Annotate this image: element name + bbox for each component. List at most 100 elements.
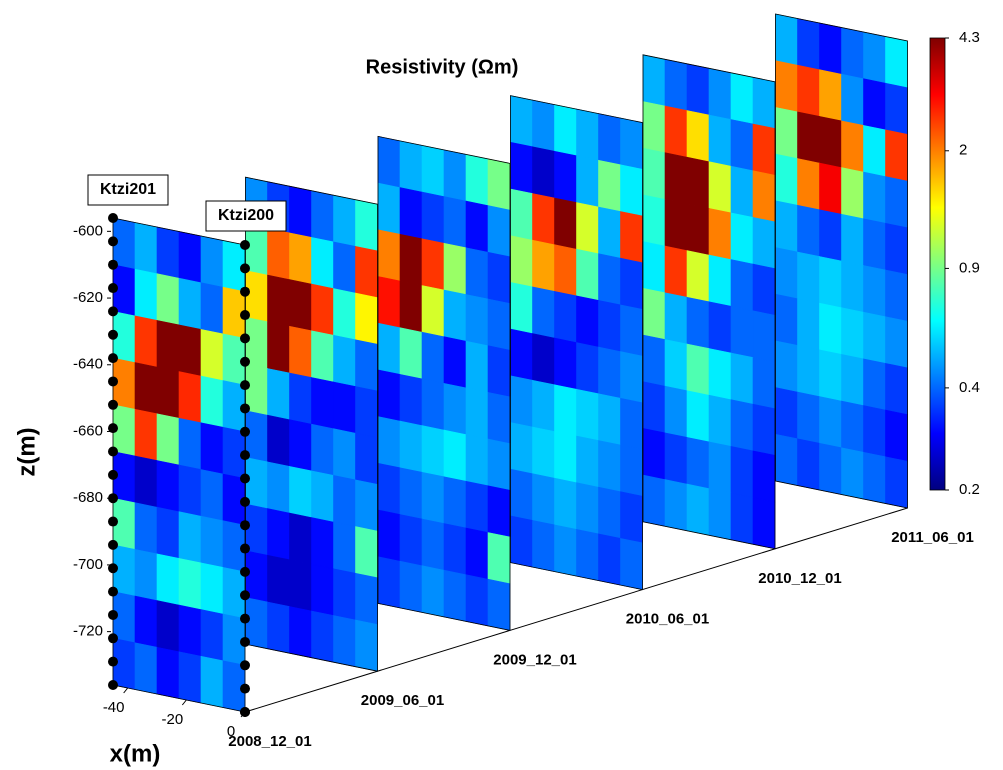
heatmap-cell [178,277,202,330]
heatmap-cell [156,273,180,326]
electrode [240,613,250,624]
heatmap-cell [863,125,886,177]
heatmap-cell [554,524,577,577]
heatmap-cell [333,615,356,668]
heatmap-cell [576,482,599,535]
heatmap-cell [620,257,643,310]
heatmap-cell [797,345,820,397]
heatmap-cell [421,518,445,571]
heatmap-cell [200,235,224,288]
z-tick-label: -620 [73,289,103,306]
heatmap-cell [355,479,378,532]
heatmap-cell [510,515,533,568]
heatmap-cell [885,363,908,415]
electrode [240,310,250,321]
heatmap-cell [178,231,202,284]
heatmap-cell [885,456,908,509]
heatmap-cell [686,250,710,303]
heatmap-cell [708,254,732,307]
heatmap-cell [333,288,356,341]
colorbar [929,37,946,491]
heatmap-cell [863,218,886,271]
heatmap-cell [421,425,445,478]
heatmap-cell [797,251,820,304]
z-tick-label: -660 [73,422,103,439]
heatmap-cell [752,310,776,363]
heatmap-cell [576,248,599,301]
heatmap-cell [421,285,445,338]
z-tick-label: -680 [73,489,103,506]
heatmap-cell [200,422,224,475]
heatmap-cell [156,366,180,419]
heatmap-cell [443,196,467,249]
heatmap-cell [333,428,356,481]
heatmap-cell [598,253,621,306]
heatmap-cell [686,203,710,256]
heatmap-cell [510,328,533,381]
electrode [108,329,118,340]
heatmap-cell [399,233,423,286]
heatmap-cell [156,600,180,653]
heatmap-cell [885,82,908,135]
heatmap-cell [465,574,489,627]
heatmap-cell [134,268,158,321]
slice-border [245,176,378,672]
heatmap-cell [708,208,732,260]
heatmap-cell [775,107,798,159]
heatmap-cell [443,149,467,202]
heatmap-cell [510,282,533,334]
heatmap-cell [841,260,864,313]
well-label: Ktzi201 [100,181,156,198]
heatmap-cell [775,153,798,206]
heatmap-cell [377,229,401,282]
heatmap-cell [156,320,180,372]
slice-border [642,54,776,550]
heatmap-cell [134,222,158,275]
heatmap-cell [465,434,489,487]
x-tick-label: -40 [103,699,125,716]
slice-border [510,95,643,591]
heatmap-cell [686,390,710,443]
heatmap-cell [134,502,158,555]
heatmap-cell [686,343,710,396]
x-tick-label: 0 [227,723,235,740]
heatmap-cell [819,116,842,168]
heatmap-cell [819,162,842,215]
date-label: 2009_06_01 [361,692,444,709]
heatmap-cell [532,193,555,246]
heatmap-cell [487,251,511,304]
heatmap-cell [399,514,423,567]
heatmap-cell [289,466,312,518]
heatmap-cell [200,515,224,568]
well-label-box [87,174,169,206]
heatmap-cell [421,378,445,431]
z-axis-label: z(m) [13,427,40,476]
heatmap-cell [289,512,312,565]
heatmap-cell [620,164,643,217]
heatmap-cell [708,67,732,120]
heatmap-cell [598,533,621,586]
chart-title: Resistivity (Ωm) [366,56,519,78]
heatmap-cell [664,199,688,251]
heatmap-cell [730,72,754,125]
heatmap-cell [797,298,820,351]
electrode [108,259,118,270]
heatmap-cell [775,293,798,346]
heatmap-cell [664,479,688,532]
heatmap-cell [576,529,599,581]
electrode [108,469,118,480]
heatmap-cell [289,279,312,332]
heatmap-cell [134,549,158,601]
electrode [108,446,118,457]
heatmap-cell [267,414,290,467]
heatmap-cell [642,381,666,434]
heatmap-cell [686,437,710,489]
heatmap-cell [708,114,732,167]
heatmap-cell [311,610,334,663]
heatmap-cell [443,429,467,482]
heatmap-cell [752,497,776,550]
heatmap-cell [620,444,643,497]
heatmap-cell [465,247,489,300]
electrode [240,566,250,577]
electrode [108,423,118,434]
